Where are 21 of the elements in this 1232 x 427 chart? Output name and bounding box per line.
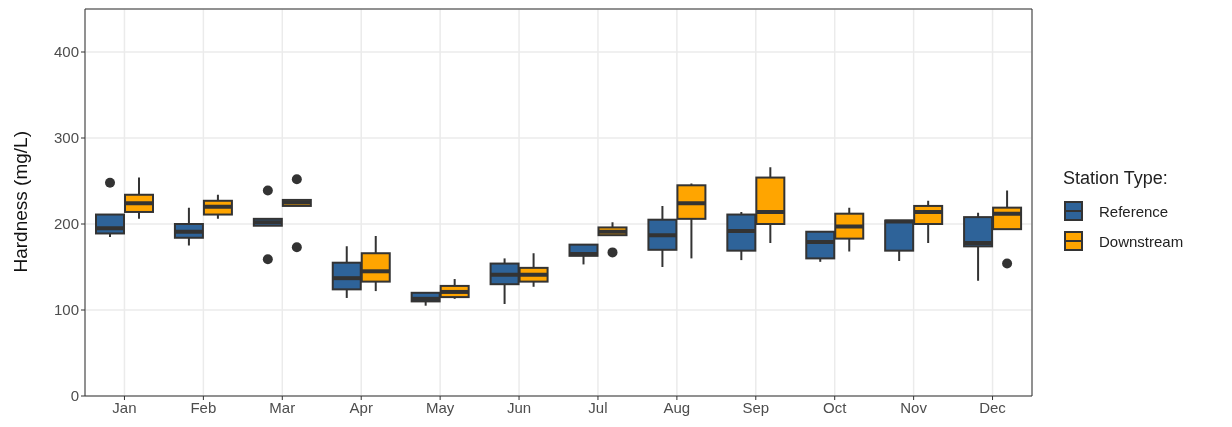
y-axis-title: Hardness (mg/L): [9, 131, 31, 273]
x-tick-label: Jun: [506, 398, 532, 416]
x-tick-label: Oct: [823, 398, 848, 416]
x-tick-label: Aug: [663, 398, 691, 416]
x-tick-label: May: [425, 398, 455, 416]
x-tick-label: Feb: [190, 398, 217, 416]
x-tick-label: Nov: [900, 398, 928, 416]
legend-label: Downstream: [1099, 232, 1184, 250]
y-tick-label: 400: [53, 43, 79, 61]
y-tick-label: 0: [70, 387, 79, 405]
y-tick-label: 100: [53, 301, 79, 319]
y-tick-label: 200: [53, 215, 79, 233]
x-tick-label: Jan: [112, 398, 137, 416]
legend-label: Reference: [1099, 202, 1169, 220]
y-tick-label: 300: [53, 129, 79, 147]
x-tick-label: Apr: [349, 398, 373, 416]
x-tick-label: Mar: [269, 398, 296, 416]
x-tick-label: Jul: [588, 398, 608, 416]
x-tick-label: Sep: [742, 398, 770, 416]
x-tick-label: Dec: [979, 398, 1007, 416]
legend-title: Station Type:: [1063, 168, 1169, 189]
